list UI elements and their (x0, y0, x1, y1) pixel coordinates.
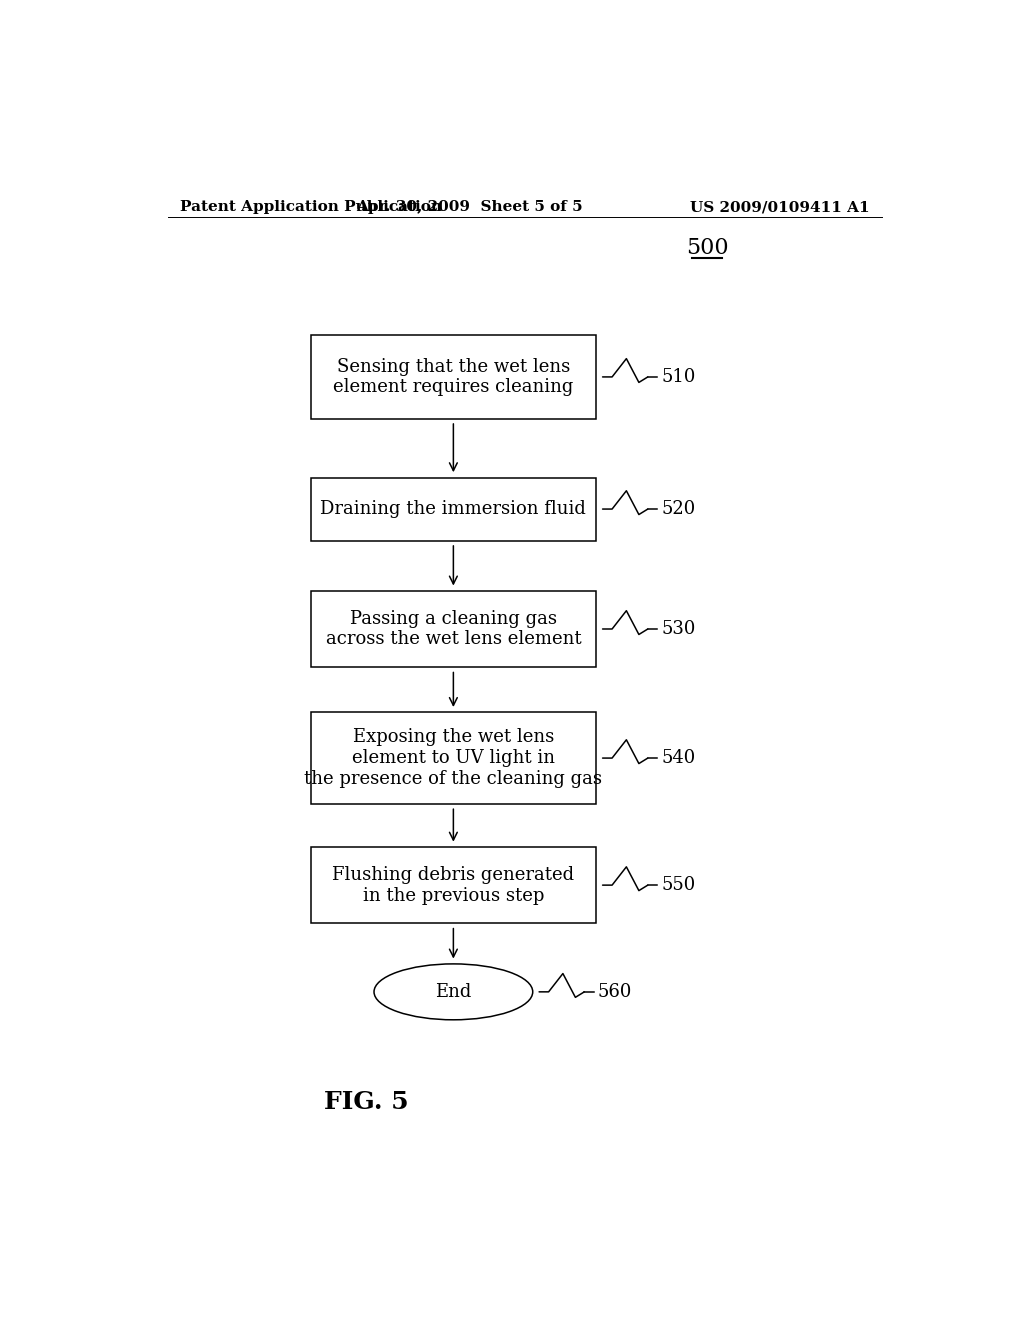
Bar (310, 713, 596, 804)
Text: Flushing debris generated
in the previous step: Flushing debris generated in the previou… (333, 866, 574, 904)
Bar (310, 591, 596, 667)
Text: Apr. 30, 2009  Sheet 5 of 5: Apr. 30, 2009 Sheet 5 of 5 (356, 201, 583, 214)
Text: FIG. 5: FIG. 5 (324, 1089, 409, 1114)
Text: End: End (435, 983, 472, 1001)
Text: Patent Application Publication: Patent Application Publication (179, 201, 441, 214)
Bar (310, 478, 596, 541)
Text: US 2009/0109411 A1: US 2009/0109411 A1 (690, 201, 870, 214)
Text: Exposing the wet lens
element to UV light in
the presence of the cleaning gas: Exposing the wet lens element to UV ligh… (304, 729, 602, 788)
Text: 510: 510 (662, 368, 695, 385)
Ellipse shape (374, 964, 532, 1020)
Text: Passing a cleaning gas
across the wet lens element: Passing a cleaning gas across the wet le… (326, 610, 582, 648)
Text: 500: 500 (686, 236, 729, 259)
Text: Draining the immersion fluid: Draining the immersion fluid (321, 500, 587, 517)
Text: 550: 550 (662, 876, 695, 894)
Text: 530: 530 (662, 620, 695, 638)
Text: 560: 560 (598, 983, 632, 1001)
Bar (310, 335, 596, 418)
Bar (310, 847, 596, 923)
Text: Sensing that the wet lens
element requires cleaning: Sensing that the wet lens element requir… (333, 358, 573, 396)
Text: 540: 540 (662, 748, 695, 767)
Text: 520: 520 (662, 500, 695, 517)
